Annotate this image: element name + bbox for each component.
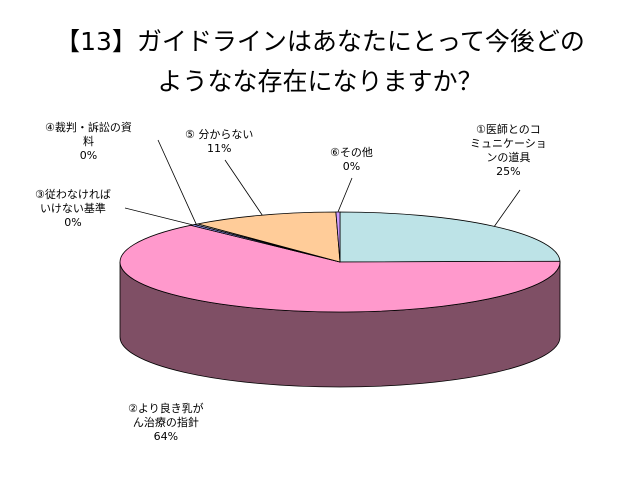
leader-line-legal-material	[157, 139, 197, 225]
pie-slice-treatment-guide	[119, 224, 561, 313]
slice-value-unknown: 11%	[206, 142, 232, 155]
slice-label-mandatory-standard: ③従わなければ いけない基準 0%	[35, 188, 111, 229]
slice-value-doctor-communication: 25%	[496, 165, 521, 178]
slice-label-unknown: ⑤ 分からない 11%	[185, 128, 254, 155]
pie-slice-doctor-communication	[339, 211, 561, 263]
chart-title: 【13】ガイドラインはあなたにとって今後どの ようなな存在になりますか？	[0, 22, 640, 102]
leader-line-mandatory-standard	[124, 207, 193, 226]
pie-slice-unknown	[197, 211, 341, 263]
pie-slice-other	[335, 211, 341, 263]
slice-value-legal-material: 0%	[79, 149, 98, 162]
slice-label-treatment-guide: ②より良き乳が ん治療の指針 64%	[128, 402, 204, 443]
leader-line-doctor-communication	[494, 189, 521, 227]
leader-line-unknown	[224, 159, 263, 216]
slice-value-mandatory-standard: 0%	[64, 216, 82, 229]
chart-title-line-2: ようなな存在になりますか？	[157, 67, 483, 96]
chart-title-line-1: 【13】ガイドラインはあなたにとって今後どの	[55, 27, 585, 56]
slice-value-treatment-guide: 64%	[153, 430, 179, 443]
leader-line-other	[337, 177, 353, 213]
slice-label-legal-material: ④裁判・訴訟の資 料 0%	[45, 121, 132, 162]
slice-value-other: 0%	[342, 160, 361, 173]
slice-label-doctor-communication: ①医師とのコ ミュニケーショ ンの道具 25%	[470, 123, 547, 178]
slice-label-other: ⑥その他 0%	[330, 146, 373, 173]
